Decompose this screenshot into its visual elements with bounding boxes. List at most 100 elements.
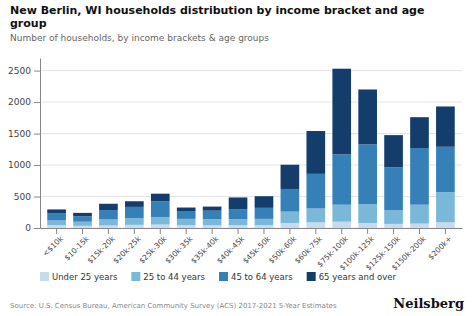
bars (47, 69, 454, 228)
bar-segment (332, 222, 351, 228)
bar-segment (177, 211, 196, 219)
y-tick: 1000 (8, 160, 40, 170)
brand: Neilsberg (393, 296, 464, 311)
bar-segment (255, 196, 274, 208)
bar-segment (255, 225, 274, 228)
grid-line (40, 102, 462, 103)
x-tick-mark (393, 228, 394, 234)
bar-segment (306, 222, 325, 228)
bar-segment (151, 194, 170, 202)
bar-segment (99, 204, 118, 210)
bar-segment (436, 222, 455, 228)
bar-segment (151, 217, 170, 225)
x-tick: <$10k (41, 228, 65, 258)
x-tick-label: <$10k (41, 234, 65, 258)
x-tick-mark (134, 228, 135, 234)
legend-label: 65 years and over (319, 272, 397, 282)
legend-item: 65 years and over (307, 272, 397, 282)
x-tick-label: $200k+ (426, 234, 453, 261)
x-axis: <$10k$10-15k$15k-20k$20k-25k$25k-30k$30k… (41, 228, 463, 272)
legend-label: Under 25 years (52, 272, 118, 282)
x-tick-mark (82, 228, 83, 234)
bar-segment (99, 220, 118, 226)
bar-segment (73, 213, 92, 216)
chart: New Berlin, WI households distribution b… (0, 0, 474, 316)
legend-item: Under 25 years (40, 272, 118, 282)
y-tick: 0 (25, 223, 40, 233)
y-tick-mark (34, 228, 40, 229)
legend-label: 25 to 44 years (143, 272, 205, 282)
bar-segment (125, 201, 144, 207)
bar-segment (358, 223, 377, 228)
x-tick-mark (315, 228, 316, 234)
legend-swatch (40, 272, 49, 281)
x-tick: $200k+ (426, 228, 453, 262)
bar-segment (99, 210, 118, 219)
bar-segment (151, 225, 170, 228)
bar-segment (384, 135, 403, 167)
y-tick-mark (34, 71, 40, 72)
bar-segment (384, 167, 403, 210)
grid (40, 71, 462, 228)
x-tick-mark (367, 228, 368, 234)
x-tick-label: $150k-200k (390, 234, 429, 273)
bar-segment (436, 147, 455, 192)
x-axis-line (41, 228, 463, 229)
bar-segment (255, 219, 274, 225)
x-tick-mark (263, 228, 264, 234)
bar-segment (73, 222, 92, 226)
bar-segment (410, 224, 429, 228)
bar-segment (255, 208, 274, 219)
bar-segment (358, 144, 377, 204)
legend-swatch (131, 272, 140, 281)
bar-segment (306, 208, 325, 222)
source-note: Source: U.S. Census Bureau, American Com… (10, 302, 337, 310)
y-tick-label: 2500 (8, 66, 31, 76)
bar-segment (306, 174, 325, 209)
bar-segment (203, 225, 222, 228)
x-tick-mark (419, 228, 420, 234)
bar-segment (125, 207, 144, 218)
y-tick-mark (34, 102, 40, 103)
bar-segment (358, 204, 377, 223)
x-tick-mark (186, 228, 187, 234)
bar-segment (281, 212, 300, 223)
y-tick-label: 2000 (8, 97, 31, 107)
subtitle: Number of households, by income brackets… (10, 33, 269, 43)
y-tick: 500 (14, 192, 40, 202)
bar-segment (177, 225, 196, 228)
bar-segment (47, 220, 66, 225)
bar-segment (410, 117, 429, 148)
bar-segment (125, 218, 144, 225)
bar-segment (229, 219, 248, 225)
bar-segment (229, 197, 248, 209)
y-tick-mark (34, 165, 40, 166)
bar-segment (281, 189, 300, 212)
legend: Under 25 years 25 to 44 years 45 to 64 yea… (40, 272, 396, 282)
plot: 0 500 1000 1500 2000 2500 <$10k$10-15k$15k-20k… (8, 59, 462, 273)
x-tick-mark (289, 228, 290, 234)
bar-segment (410, 148, 429, 205)
legend-item: 45 to 64 years (219, 272, 293, 282)
bar-segment (281, 165, 300, 189)
bar-segment (73, 226, 92, 228)
title-line: group (10, 17, 47, 30)
bar-segment (410, 205, 429, 224)
bar-segment (229, 225, 248, 228)
y-tick-mark (34, 197, 40, 198)
bar-segment (332, 205, 351, 222)
y-tick: 2000 (8, 97, 40, 107)
y-tick-label: 500 (14, 192, 31, 202)
bar-segment (332, 69, 351, 155)
y-axis: 0 500 1000 1500 2000 2500 (8, 59, 40, 234)
x-tick-mark (160, 228, 161, 234)
bar-segment (125, 225, 144, 228)
x-tick-mark (341, 228, 342, 234)
bar-segment (47, 209, 66, 213)
title-line: New Berlin, WI households distribution b… (10, 4, 424, 17)
bar-segment (384, 224, 403, 228)
bar-segment (332, 154, 351, 204)
legend-swatch (219, 272, 228, 281)
bar-segment (47, 225, 66, 228)
y-tick-label: 1500 (8, 129, 31, 139)
